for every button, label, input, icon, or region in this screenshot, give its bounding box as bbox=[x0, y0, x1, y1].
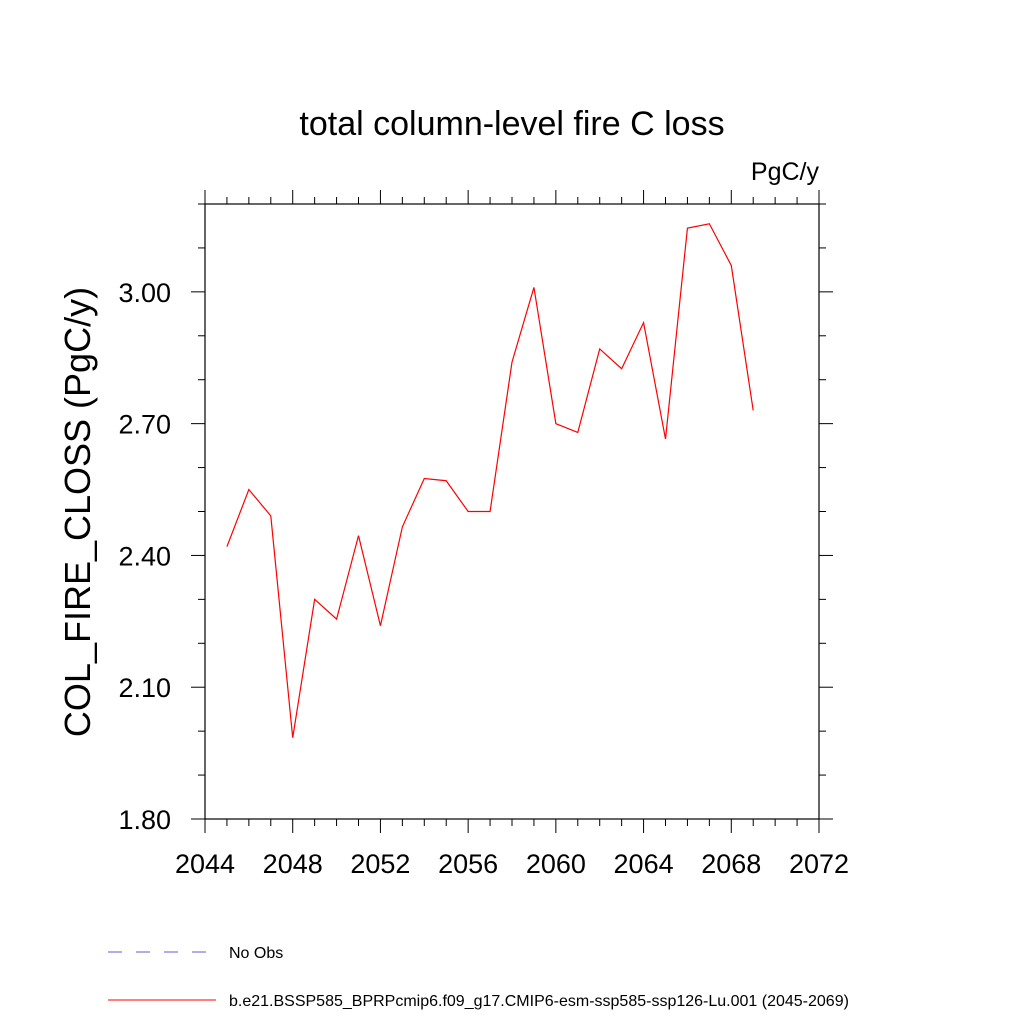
series-line bbox=[226, 223, 754, 738]
units-label: PgC/y bbox=[751, 158, 820, 186]
x-tick-label: 2052 bbox=[350, 849, 410, 879]
legend-label: No Obs bbox=[229, 945, 283, 962]
x-tick-label: 2064 bbox=[614, 849, 674, 879]
x-tick-label: 2048 bbox=[263, 849, 323, 879]
y-axis-label: COL_FIRE_CLOSS (PgC/y) bbox=[57, 287, 98, 737]
chart-title: total column-level fire C loss bbox=[299, 105, 724, 143]
y-tick-label: 1.80 bbox=[118, 805, 171, 835]
x-tick-label: 2068 bbox=[701, 849, 761, 879]
x-tick-label: 2060 bbox=[526, 849, 586, 879]
plot-frame bbox=[204, 203, 820, 820]
y-tick-label: 2.70 bbox=[118, 410, 171, 440]
legend-label: b.e21.BSSP585_BPRPcmip6.f09_g17.CMIP6-es… bbox=[229, 993, 849, 1010]
y-tick-label: 3.00 bbox=[118, 278, 171, 308]
series-layer bbox=[226, 223, 754, 738]
ticks-layer: 2044 2048 2052 2056 2060 2064 2068 2072 1.80 2.10… bbox=[118, 190, 849, 879]
x-tick-label: 2056 bbox=[438, 849, 498, 879]
y-tick-label: 2.40 bbox=[118, 541, 171, 571]
y-tick-label: 2.10 bbox=[118, 673, 171, 703]
x-tick-label: 2072 bbox=[789, 849, 849, 879]
x-tick-label: 2044 bbox=[175, 849, 235, 879]
legend: No Obs b.e21.BSSP585_BPRPcmip6.f09_g17.CM… bbox=[108, 945, 849, 1010]
